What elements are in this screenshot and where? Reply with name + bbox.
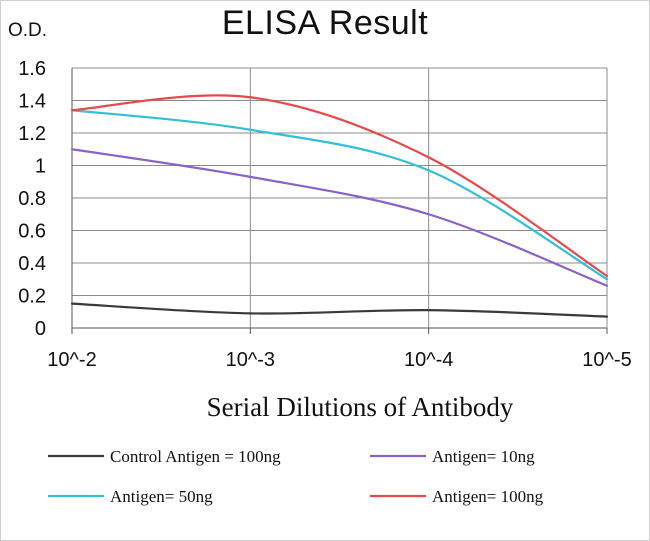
y-tick-label: 1.6 bbox=[18, 58, 46, 80]
y-tick-label: 0.8 bbox=[18, 188, 46, 210]
x-tick-label: 10^-2 bbox=[47, 349, 96, 371]
y-tick-label: 1 bbox=[35, 156, 46, 178]
y-tick-label: 1.4 bbox=[18, 91, 46, 113]
series-line-4 bbox=[70, 94, 609, 278]
legend-label-4: Antigen= 100ng bbox=[432, 487, 544, 506]
y-axis-label: O.D. bbox=[8, 20, 48, 41]
legend-label-1: Control Antigen = 100ng bbox=[110, 447, 281, 466]
x-tick-label: 10^-5 bbox=[582, 349, 631, 371]
chart-title: ELISA Result bbox=[221, 4, 429, 42]
y-tick-label: 0 bbox=[35, 318, 46, 340]
x-tick-label: 10^-4 bbox=[404, 349, 453, 371]
x-axis-title: Serial Dilutions of Antibody bbox=[206, 392, 514, 422]
y-tick-label: 1.2 bbox=[18, 123, 46, 145]
legend-label-2: Antigen= 10ng bbox=[432, 447, 535, 466]
y-tick-label: 0.2 bbox=[18, 286, 46, 308]
y-tick-label: 0.6 bbox=[18, 221, 46, 243]
legend-label-3: Antigen= 50ng bbox=[110, 487, 213, 506]
y-tick-label: 0.4 bbox=[18, 253, 46, 275]
series-line-3 bbox=[70, 109, 609, 281]
series-line-2 bbox=[70, 148, 609, 287]
x-tick-label: 10^-3 bbox=[226, 349, 275, 371]
series-line-1 bbox=[70, 302, 609, 318]
